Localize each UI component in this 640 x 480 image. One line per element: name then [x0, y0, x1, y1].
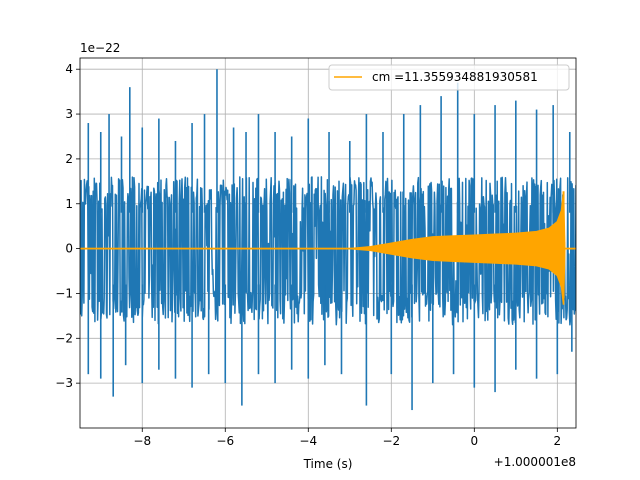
x-tick-label: −4: [299, 434, 317, 448]
y-tick-label: 3: [65, 107, 73, 121]
y-tick-label: 1: [65, 197, 73, 211]
series-layer: [80, 69, 576, 411]
x-axis-label: Time (s): [303, 457, 353, 471]
y-scale-label: 1e−22: [80, 41, 120, 55]
axes-frame: [79, 57, 577, 429]
y-tick-label: 0: [65, 242, 73, 256]
x-ticks: −8 −6 −4 −2 0 2: [133, 428, 561, 448]
x-tick-label: −8: [133, 434, 151, 448]
y-tick-label: −2: [55, 331, 73, 345]
legend: cm =11.355934881930581: [328, 64, 570, 91]
noise-series-line: [80, 176, 576, 326]
y-tick-label: 2: [65, 152, 73, 166]
legend-box: [328, 64, 570, 91]
x-tick-label: 0: [470, 434, 478, 448]
y-tick-label: −3: [55, 376, 73, 390]
legend-label: cm =11.355934881930581: [372, 70, 538, 84]
x-tick-label: −2: [382, 434, 400, 448]
y-tick-label: −1: [55, 286, 73, 300]
x-offset-label: +1.000001e8: [494, 455, 576, 469]
y-tick-label: 4: [65, 62, 73, 76]
x-tick-label: 2: [554, 434, 562, 448]
y-ticks: 4 3 2 1 0 −1 −2 −3: [55, 62, 80, 390]
x-tick-label: −6: [216, 434, 234, 448]
